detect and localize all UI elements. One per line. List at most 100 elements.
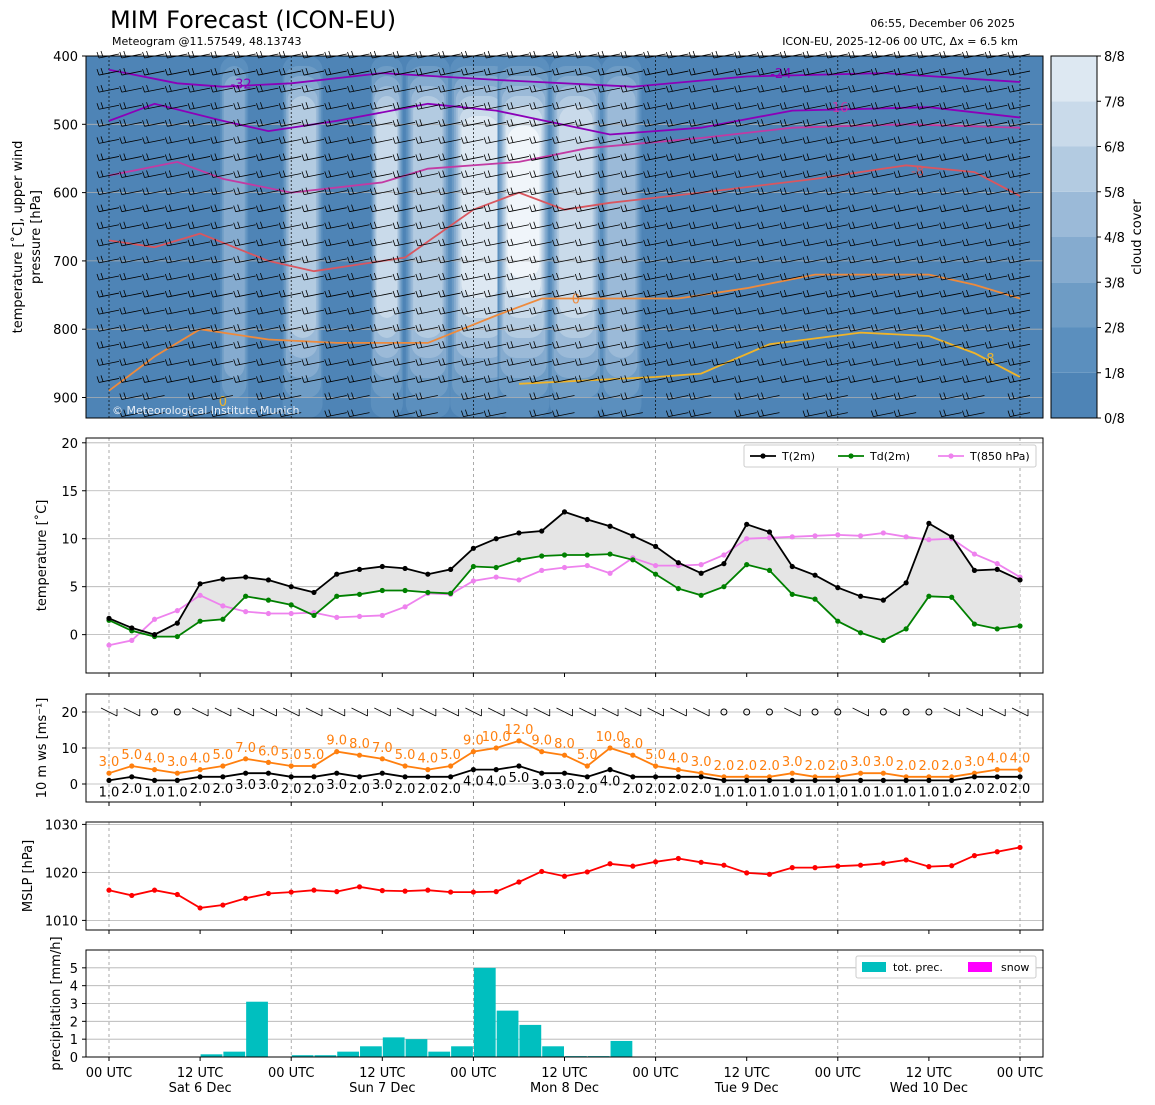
wind-barb: [256, 221, 279, 230]
wind-barb: [164, 67, 188, 76]
wind-barb: [825, 324, 848, 332]
mean-wind-point: [288, 774, 294, 780]
wind-barb: [119, 187, 142, 195]
wind-barb: [870, 85, 894, 93]
wind-barb: [1007, 204, 1031, 213]
wind-barb: [119, 102, 142, 110]
wind-barb: [483, 238, 507, 247]
wind-barb: [620, 238, 643, 247]
x-tick-label: 00 UTC: [268, 1066, 314, 1081]
wind-barb: [989, 707, 1006, 717]
wind-barb: [529, 272, 552, 281]
wind-barb: [893, 358, 917, 366]
wind-barb: [848, 221, 871, 230]
wind-barb: [438, 153, 461, 161]
wind-barb: [939, 272, 962, 281]
wind-barb: [256, 67, 279, 76]
wind-barb: [119, 255, 142, 264]
gust-point: [744, 774, 750, 780]
precip-bar: [291, 1055, 314, 1057]
gust-label: 2.0: [714, 759, 735, 774]
gust-label: 2.0: [827, 759, 848, 774]
wind-barb: [848, 272, 871, 281]
wind-barb: [278, 358, 302, 366]
wind-barb: [187, 67, 211, 76]
wind-barb: [506, 102, 530, 110]
wind-barb: [757, 170, 780, 178]
td2m-point: [425, 589, 431, 596]
legend-label: T(850 hPa): [969, 450, 1030, 463]
t2m-point: [402, 565, 408, 572]
wind-barb: [552, 375, 575, 383]
mslp-point: [744, 870, 750, 876]
t2m-point: [1017, 577, 1023, 583]
wind-barb: [962, 255, 985, 264]
wind-barb: [529, 307, 552, 315]
colorbar-tick-label: 3/8: [1104, 276, 1125, 291]
t2m-point: [903, 580, 909, 586]
wind-barb: [278, 255, 302, 264]
wind-barb: [962, 153, 985, 161]
wind-barb: [802, 170, 826, 178]
wind-barb: [142, 358, 165, 366]
wind-barb: [574, 289, 598, 298]
mean-wind-point: [926, 777, 932, 784]
wind-barb: [984, 153, 1008, 161]
colorbar-swatch: [1051, 282, 1097, 328]
wind-barb: [984, 136, 1008, 144]
wind-barb: [415, 204, 438, 213]
wind-barb: [870, 204, 894, 213]
isotherm-label: -16: [827, 101, 848, 116]
gust-point: [971, 770, 978, 776]
mean-wind-point: [607, 767, 613, 773]
wind-barb: [552, 324, 575, 332]
mean-wind-point: [265, 770, 272, 776]
y-axis-label: 10 m ws [ms⁻¹]: [35, 698, 50, 799]
mslp-point: [174, 891, 180, 898]
t850-point: [584, 562, 590, 569]
t850-point: [379, 612, 385, 619]
wind-barb: [711, 85, 735, 93]
wind-barb: [825, 204, 848, 213]
wind-label: 3.0: [326, 778, 347, 793]
y-tick-label: 20: [61, 437, 78, 452]
wind-barb: [574, 170, 598, 178]
wind-barb: [574, 307, 598, 315]
wind-barb: [984, 119, 1008, 127]
wind-barb: [529, 358, 552, 366]
t850-point: [334, 614, 340, 620]
wind-barb: [119, 170, 142, 178]
y-axis-label: pressure [hPa]: [29, 190, 44, 284]
wind-barb: [369, 221, 393, 230]
wind-barb: [939, 392, 962, 400]
wind-barb: [392, 358, 416, 366]
wind-barb: [142, 102, 165, 110]
wind-barb: [647, 707, 664, 717]
gust-point: [356, 752, 363, 758]
precip-bar: [610, 1040, 633, 1057]
legend-swatch: [968, 962, 992, 972]
wind-label: 2.0: [121, 782, 142, 797]
wind-barb: [574, 375, 598, 383]
wind-label: 1.0: [805, 785, 826, 800]
y-tick-label: 900: [53, 392, 78, 407]
t2m-point: [926, 520, 932, 526]
gust-point: [835, 774, 841, 780]
wind-barb: [802, 204, 826, 213]
wind-barb: [369, 170, 393, 178]
wind-label: 3.0: [554, 778, 575, 793]
t850-point: [880, 530, 886, 536]
wind-label: 5.0: [509, 771, 530, 786]
wind-barb: [984, 375, 1008, 383]
wind-barb: [233, 289, 256, 298]
td2m-point: [561, 552, 568, 558]
wind-barb: [848, 136, 871, 144]
gust-label: 12.0: [504, 723, 533, 738]
y-tick-label: 15: [61, 485, 78, 500]
y-axis-label: temperature [˚C]: [34, 500, 50, 612]
mean-wind-point: [835, 777, 841, 784]
wind-barb: [347, 272, 370, 281]
wind-barb: [984, 255, 1008, 264]
wind-barb: [324, 221, 347, 230]
wind-barb: [529, 341, 552, 349]
